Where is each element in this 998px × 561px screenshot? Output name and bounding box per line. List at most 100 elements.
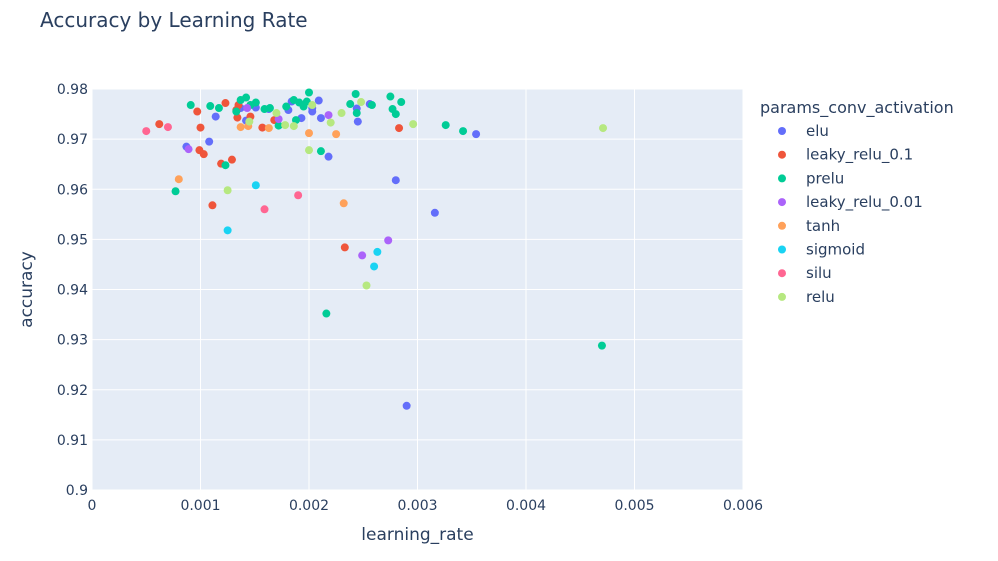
data-point <box>370 262 379 271</box>
data-point <box>324 152 333 161</box>
data-point <box>205 137 214 146</box>
data-point <box>351 90 360 99</box>
legend-item[interactable]: tanh <box>778 217 840 235</box>
data-point <box>282 102 291 111</box>
legend-item[interactable]: sigmoid <box>778 241 865 259</box>
y-tick-label: 0.92 <box>57 383 88 399</box>
data-point <box>308 101 317 110</box>
data-point <box>251 181 260 190</box>
data-point <box>291 116 300 125</box>
data-point <box>384 236 393 245</box>
series-relu <box>223 98 608 290</box>
data-point <box>171 187 180 196</box>
data-point <box>402 401 411 410</box>
y-axis-title: accuracy <box>17 251 37 328</box>
legend-item[interactable]: leaky_relu_0.1 <box>778 146 913 165</box>
data-point <box>251 98 260 107</box>
legend-label: elu <box>806 122 829 140</box>
data-point <box>260 205 269 214</box>
data-point <box>242 93 251 102</box>
series-prelu <box>171 88 606 350</box>
x-axis-title: learning_rate <box>361 525 473 545</box>
x-tick-label: 0.004 <box>506 498 546 514</box>
legend-item[interactable]: elu <box>778 122 829 140</box>
legend-item[interactable]: silu <box>778 264 832 282</box>
legend-marker <box>778 198 786 207</box>
data-point <box>430 208 439 217</box>
data-point <box>265 104 274 113</box>
tick-labels: 0 0.001 0.002 0.003 0.004 0.005 0.006 0.9 0.91 0.… <box>57 82 763 514</box>
y-tick-label: 0.9 <box>66 483 88 499</box>
data-point <box>324 111 333 120</box>
data-point <box>221 161 230 170</box>
data-point <box>243 104 252 113</box>
data-point <box>236 123 245 132</box>
series-tanh <box>174 122 348 208</box>
data-point <box>326 118 335 127</box>
legend-label: tanh <box>806 217 840 235</box>
data-point <box>599 124 608 133</box>
data-point <box>223 186 232 195</box>
legend-item[interactable]: relu <box>778 288 835 306</box>
legend-label: leaky_relu_0.1 <box>806 146 913 165</box>
legend: params_conv_activation elu leaky_relu_0.1… <box>760 98 954 306</box>
legend-label: prelu <box>806 169 844 187</box>
data-point <box>316 114 325 123</box>
y-tick-label: 0.94 <box>57 283 88 299</box>
data-point <box>339 199 348 208</box>
data-point <box>163 123 172 132</box>
legend-item[interactable]: leaky_relu_0.01 <box>778 193 923 212</box>
data-point <box>142 127 151 136</box>
data-point <box>391 176 400 185</box>
data-point <box>305 88 313 97</box>
data-point <box>373 247 382 256</box>
data-point <box>441 121 450 130</box>
data-point <box>206 102 215 111</box>
data-point <box>391 110 400 119</box>
data-point <box>274 115 283 124</box>
y-tick-label: 0.95 <box>57 232 88 248</box>
data-point <box>233 113 242 122</box>
data-point <box>316 147 325 156</box>
data-point <box>258 123 267 132</box>
data-point <box>409 120 418 129</box>
data-point <box>272 109 281 118</box>
legend-marker <box>778 269 786 278</box>
y-tick-label: 0.91 <box>57 433 88 449</box>
data-point <box>395 124 404 133</box>
series-elu <box>182 96 481 410</box>
data-point <box>299 102 308 111</box>
data-point <box>346 100 355 109</box>
y-tick-label: 0.98 <box>57 82 88 98</box>
legend-marker <box>778 174 786 183</box>
data-point <box>597 341 606 350</box>
data-point <box>305 146 313 155</box>
data-point <box>232 107 241 116</box>
data-point <box>186 101 195 110</box>
data-point <box>211 112 220 121</box>
legend-item[interactable]: prelu <box>778 169 844 187</box>
legend-title: params_conv_activation <box>760 98 954 118</box>
data-point <box>294 191 303 200</box>
x-tick-label: 0.005 <box>614 498 654 514</box>
y-tick-label: 0.97 <box>57 132 88 148</box>
x-tick-label: 0 <box>88 498 97 514</box>
x-tick-label: 0.002 <box>289 498 329 514</box>
y-tick-label: 0.93 <box>57 333 88 349</box>
data-point <box>221 99 230 108</box>
legend-marker <box>778 150 786 159</box>
data-point <box>332 130 341 139</box>
legend-label: sigmoid <box>806 241 865 259</box>
legend-marker <box>778 127 786 135</box>
data-point <box>357 98 366 107</box>
data-point <box>353 117 362 126</box>
data-point <box>337 109 346 118</box>
data-point <box>184 145 193 154</box>
data-point <box>196 123 205 132</box>
legend-marker <box>778 292 786 301</box>
legend-label: relu <box>806 288 835 306</box>
gridlines <box>91 88 744 491</box>
